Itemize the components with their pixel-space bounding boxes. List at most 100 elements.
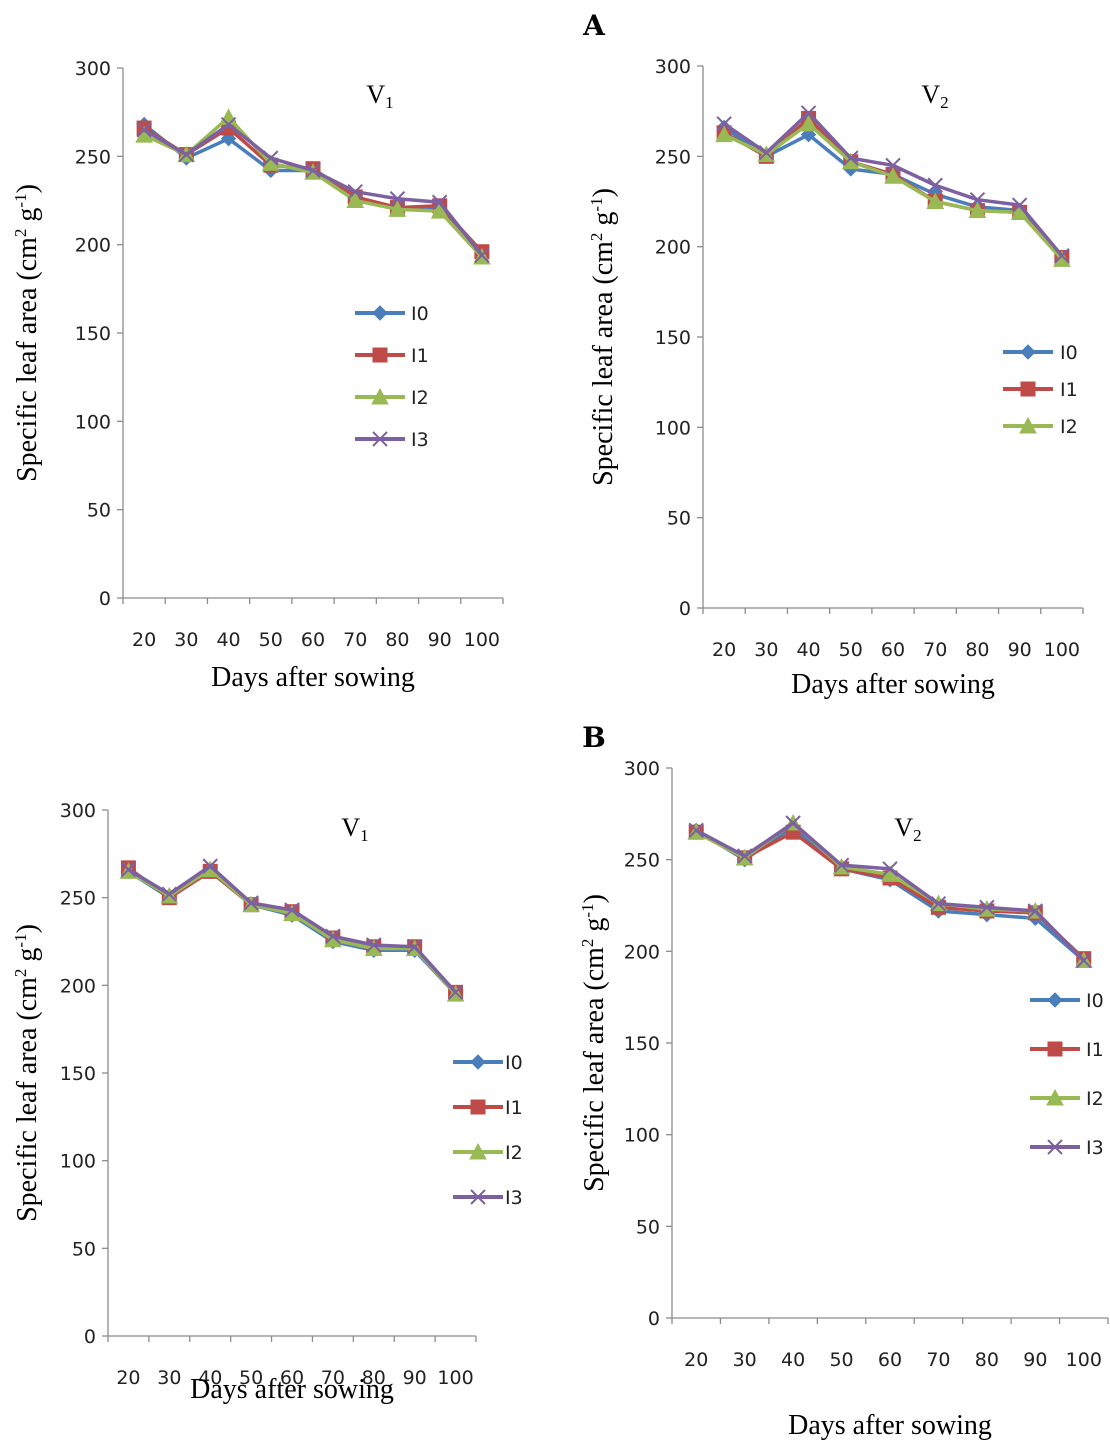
data-point-i3 [1054, 247, 1070, 264]
legend-marker-i1 [470, 1099, 486, 1115]
legend-marker-i2 [469, 1142, 487, 1160]
legend-marker-i0 [470, 1054, 486, 1070]
data-point-i2 [430, 202, 449, 219]
y-tick-label: 250 [75, 146, 111, 168]
legend-label-i0: I0 [505, 1052, 523, 1074]
data-point-i3 [800, 105, 817, 121]
chart-1: 0 50 100 150 200 250 300 20 30 40 50 60 70 80 90 100 V1 D… [11, 58, 504, 693]
x-tick-label: 70 [321, 1367, 345, 1389]
data-point-i3 [347, 183, 363, 200]
x-tick-label: 40 [781, 1349, 805, 1371]
legend-label-i1: I1 [1060, 379, 1078, 401]
y-tick-label: 250 [624, 850, 660, 872]
legend-marker-i3 [372, 431, 388, 447]
data-point-i3 [366, 937, 382, 953]
y-tick-label: 100 [60, 1151, 96, 1173]
data-point-i3 [305, 162, 321, 179]
y-tick-label: 300 [624, 758, 660, 780]
y-tick-label: 250 [60, 888, 96, 910]
legend-marker-i2 [371, 387, 389, 405]
y-tick-label: 150 [624, 1033, 660, 1055]
x-tick-label: 50 [829, 1349, 853, 1371]
chart-2: 0 50 100 150 200 250 300 20 30 40 50 60 70 80 90 100 V2 D… [587, 56, 1084, 700]
x-tick-label: 60 [280, 1367, 304, 1389]
legend-label-i2: I2 [505, 1142, 523, 1164]
legend: I0 I1 I2 I3 [355, 303, 429, 451]
x-tick-label: 60 [878, 1349, 902, 1371]
x-tick-label: 70 [923, 639, 947, 661]
y-tick-label: 50 [72, 1238, 96, 1260]
legend-label-i1: I1 [1086, 1039, 1104, 1061]
data-point-i3 [243, 895, 259, 911]
legend-label-i2: I2 [1060, 416, 1078, 438]
legend-label-i3: I3 [1086, 1137, 1104, 1159]
legend-marker-i0 [1020, 344, 1036, 360]
x-tick-label: 30 [733, 1349, 757, 1371]
data-point-i3 [736, 848, 753, 864]
y-tick-label: 200 [624, 941, 660, 963]
y-axis-title: Specific leaf area (cm2 g-1) [11, 184, 43, 482]
x-tick-label: 80 [362, 1367, 386, 1389]
data-point-i3 [930, 895, 947, 912]
data-point-i3 [969, 191, 986, 208]
data-point-i3 [833, 857, 850, 873]
data-point-i3 [136, 122, 152, 138]
chart-4: 0 50 100 150 200 250 300 20 30 40 50 60 70 80 90 100 V2 D… [578, 758, 1109, 1441]
legend-marker-i2 [1019, 416, 1037, 434]
data-point-i3 [1027, 903, 1044, 919]
data-point-i2 [388, 200, 407, 217]
panel-letter-b: B [582, 721, 606, 754]
data-point-i3 [202, 858, 218, 874]
x-tick-label: 100 [437, 1367, 473, 1389]
x-tick-label: 80 [965, 639, 989, 661]
series-line-i3 [695, 821, 1086, 962]
legend-marker-i1 [372, 347, 388, 363]
x-tick-label: 40 [198, 1367, 222, 1389]
data-point-i3 [716, 116, 732, 132]
x-tick-label: 50 [839, 639, 863, 661]
data-point-i2 [884, 167, 902, 184]
data-point-i3 [447, 984, 464, 1001]
legend-marker-i1 [1047, 1041, 1063, 1057]
legend-marker-i2 [1046, 1088, 1064, 1106]
x-tick-label: 20 [712, 639, 736, 661]
legend-label-i1: I1 [411, 345, 429, 367]
data-point-i3 [1076, 952, 1092, 969]
chart-caption: V2 [921, 80, 948, 112]
x-tick-label: 90 [403, 1367, 427, 1389]
x-tick-label: 20 [132, 629, 156, 651]
data-point-i3 [885, 157, 901, 174]
series-line-i3 [143, 122, 484, 257]
y-tick-label: 100 [655, 417, 691, 439]
data-point-i3 [758, 145, 775, 161]
y-tick-label: 0 [679, 598, 691, 620]
y-tick-label: 100 [624, 1125, 660, 1147]
data-point-i3 [882, 861, 898, 877]
charts: 0 50 100 150 200 250 300 20 30 40 50 60 70 80 90 100 V1 D… [11, 56, 1109, 1441]
y-axis-title: Specific leaf area (cm2 g-1) [578, 894, 610, 1192]
legend-label-i1: I1 [505, 1097, 523, 1119]
x-tick-label: 70 [926, 1349, 950, 1371]
data-point-i3 [120, 861, 137, 878]
y-tick-label: 300 [60, 800, 96, 822]
y-axis-title: Specific leaf area (cm2 g-1) [11, 924, 43, 1222]
x-tick-label: 80 [385, 629, 409, 651]
x-tick-label: 90 [428, 629, 452, 651]
data-point-i3 [688, 822, 704, 839]
data-point-i3 [1011, 197, 1028, 213]
data-point-i2 [219, 108, 238, 125]
x-tick-label: 100 [464, 629, 500, 651]
chart-caption: V1 [341, 813, 368, 845]
panel-letter-a: A [582, 9, 606, 42]
legend-marker-i3 [470, 1189, 486, 1205]
x-axis-title: Days after sowing [190, 1374, 394, 1405]
x-tick-label: 50 [239, 1367, 263, 1389]
x-tick-label: 90 [1023, 1349, 1047, 1371]
x-axis-title: Days after sowing [791, 669, 995, 700]
data-point-i3 [843, 150, 859, 166]
legend: I0 I1 I2 I3 [453, 1052, 523, 1209]
x-tick-label: 30 [157, 1367, 181, 1389]
data-point-i3 [389, 191, 406, 207]
x-tick-label: 80 [975, 1349, 999, 1371]
chart-3: 0 50 100 150 200 250 300 20 30 40 50 60 70 80 90 100 V1 D… [11, 800, 523, 1405]
